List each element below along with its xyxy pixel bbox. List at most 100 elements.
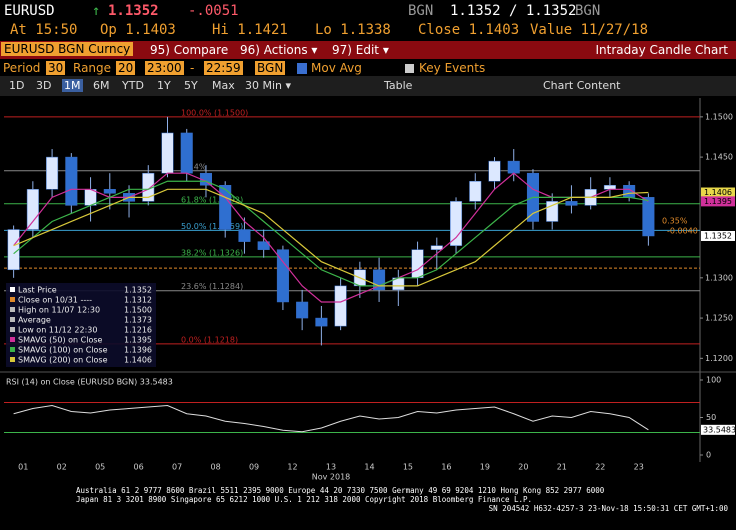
x-tick-label: 23 xyxy=(634,463,644,472)
candle-body xyxy=(488,160,501,182)
x-tick-label: 21 xyxy=(557,463,567,472)
range-button[interactable]: 6M xyxy=(93,79,110,92)
legend-swatch xyxy=(10,297,15,302)
candle-body xyxy=(161,132,174,174)
checkbox[interactable] xyxy=(405,64,414,73)
setting-label[interactable]: Mov Avg xyxy=(311,61,362,75)
setting-input[interactable]: 22:59 xyxy=(204,61,243,75)
candle-body xyxy=(238,229,251,242)
legend-label: Close on 10/31 ---- xyxy=(18,296,92,305)
candle-body xyxy=(180,132,193,174)
legend-swatch xyxy=(10,327,15,332)
candle-body xyxy=(46,156,59,190)
menu-button[interactable]: 97) Edit ▾ xyxy=(332,43,389,57)
source: BGN xyxy=(575,3,601,19)
footer-line: Australia 61 2 9777 8600 Brazil 5511 239… xyxy=(76,486,605,495)
y-tick-label: 1.1450 xyxy=(705,153,733,162)
legend-label: Low on 11/12 22:30 xyxy=(18,326,97,335)
chart-title: Intraday Candle Chart xyxy=(595,43,729,57)
range-button[interactable]: 3D xyxy=(36,79,52,92)
quote-field: Lo 1.1338 xyxy=(315,22,391,38)
setting-input[interactable]: 20 xyxy=(116,61,136,75)
bid-ask: 1.1352 / 1.1352 xyxy=(450,3,577,19)
change: -.0051 xyxy=(188,3,239,19)
range-button[interactable]: YTD xyxy=(122,79,144,92)
fib-label: 76.4% xyxy=(181,162,207,171)
range-button[interactable]: 1D xyxy=(9,79,25,92)
legend-value: 1.1396 xyxy=(124,346,152,355)
moving-average xyxy=(13,180,649,287)
quote-field: Value 11/27/18 xyxy=(530,22,649,38)
setting-label[interactable]: Key Events xyxy=(419,61,486,75)
legend-label: SMAVG (200) on Close xyxy=(18,356,108,365)
x-tick-label: 06 xyxy=(134,463,144,472)
moving-average xyxy=(13,172,649,303)
setting-label: - xyxy=(190,61,195,75)
candle-body xyxy=(84,189,97,206)
menu-button[interactable]: 95) Compare xyxy=(150,43,229,57)
fib-label: 0.0% (1.1218) xyxy=(181,335,238,344)
toolbar xyxy=(0,76,736,96)
interval-button[interactable]: 30 Min ▾ xyxy=(245,79,292,92)
setting-label: Range xyxy=(73,61,112,75)
setting-label: Period xyxy=(3,61,41,75)
legend-label: Average xyxy=(18,316,51,325)
x-tick-label: 16 xyxy=(441,463,451,472)
x-tick-label: 22 xyxy=(595,463,605,472)
x-tick-label: 09 xyxy=(249,463,259,472)
setting-input[interactable]: BGN xyxy=(255,61,286,75)
candle-body xyxy=(296,301,309,319)
quote-field: At 15:50 xyxy=(10,22,78,38)
menu-button[interactable]: 96) Actions ▾ xyxy=(240,43,318,57)
range-button[interactable]: 5Y xyxy=(184,79,198,92)
chart-content-button[interactable]: Chart Content xyxy=(543,79,621,92)
candle-body xyxy=(469,180,482,202)
x-tick-label: 08 xyxy=(210,463,220,472)
x-tick-label: 05 xyxy=(95,463,105,472)
candle-body xyxy=(334,285,347,327)
menu-bar xyxy=(0,41,736,59)
x-tick-label: 14 xyxy=(364,463,374,472)
legend-label: SMAVG (50) on Close xyxy=(18,336,103,345)
legend-value: 1.1395 xyxy=(124,336,152,345)
candle-body xyxy=(546,201,559,222)
setting-input[interactable]: 23:00 xyxy=(145,61,184,75)
range-button[interactable]: 1Y xyxy=(157,79,171,92)
price-tag-label: 1.1395 xyxy=(704,197,732,206)
symbol: EURUSD xyxy=(4,3,55,19)
candle-body xyxy=(315,317,328,327)
y-tick-label: 100 xyxy=(706,376,721,385)
table-button[interactable]: Table xyxy=(384,79,413,92)
setting-input[interactable]: 30 xyxy=(46,61,66,75)
checkbox[interactable] xyxy=(297,63,307,74)
price-tag-label: 1.1406 xyxy=(704,188,732,197)
y-tick-label: 1.1200 xyxy=(705,354,733,363)
legend-label: SMAVG (100) on Close xyxy=(18,346,108,355)
candle-body xyxy=(276,249,289,303)
range-button[interactable]: 1M xyxy=(62,79,83,92)
legend-value: 1.1312 xyxy=(124,296,152,305)
range-button[interactable]: Max xyxy=(212,79,235,92)
quote-field: Op 1.1403 xyxy=(100,22,176,38)
quote-field: Hi 1.1421 xyxy=(212,22,288,38)
legend-box xyxy=(6,283,156,367)
security[interactable]: EURUSD BGN Curncy xyxy=(1,42,134,56)
fib-label: 23.6% (1.1284) xyxy=(181,282,243,291)
price-tag xyxy=(701,187,735,198)
candle-body xyxy=(450,201,463,246)
fib-label: 50.0% (1.1359) xyxy=(181,222,243,231)
fib-label: 61.8% (1.1392) xyxy=(181,195,243,204)
x-tick-label: 19 xyxy=(480,463,490,472)
quote-field: Close 1.1403 xyxy=(418,22,520,38)
annotation: -0.0040 xyxy=(667,227,698,236)
price-tag-label: 1.1352 xyxy=(704,231,732,240)
rsi-line xyxy=(13,404,649,433)
x-tick-label: 12 xyxy=(287,463,297,472)
legend-swatch xyxy=(10,357,15,362)
x-tick-label: 13 xyxy=(326,463,336,472)
candle-body xyxy=(7,229,20,271)
rsi-title: RSI (14) on Close (EURUSD BGN) 33.5483 xyxy=(6,378,173,387)
x-tick-label: 15 xyxy=(403,463,413,472)
candle-body xyxy=(103,189,116,194)
